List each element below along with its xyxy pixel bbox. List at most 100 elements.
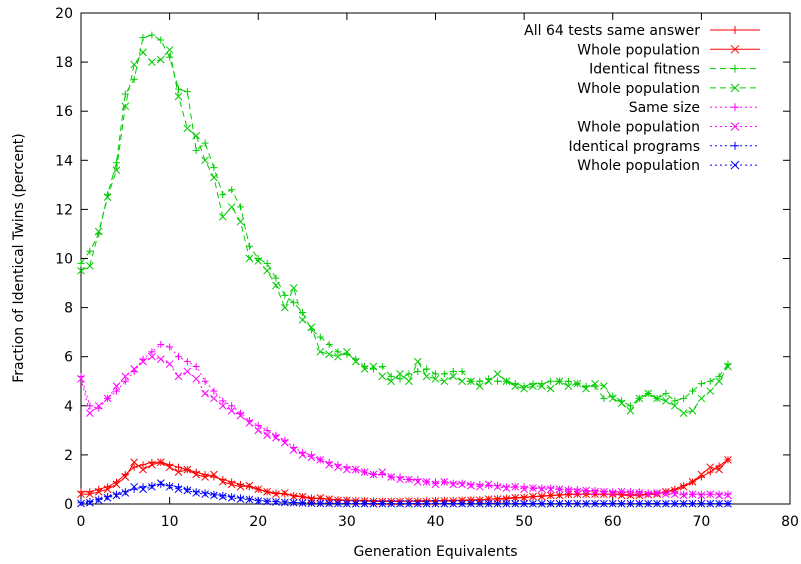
data-point (112, 491, 121, 500)
data-point-marker (94, 496, 103, 505)
data-point (192, 489, 201, 497)
data-point-marker (529, 484, 537, 492)
data-point (316, 499, 325, 508)
data-point (546, 485, 555, 494)
data-point (449, 499, 458, 508)
data-point-marker (254, 497, 263, 505)
data-point (139, 465, 147, 474)
data-point (458, 480, 466, 489)
data-point (440, 370, 448, 378)
data-point (218, 492, 227, 501)
data-point (130, 463, 138, 471)
legend-entry: Identical fitness (589, 62, 760, 78)
data-point (546, 499, 555, 508)
data-point-marker (573, 487, 582, 496)
y-tick-label: 12 (55, 202, 73, 218)
data-point-marker (697, 499, 706, 508)
data-point (537, 485, 546, 494)
data-point (139, 485, 147, 494)
data-point (697, 394, 706, 403)
data-point-marker (245, 495, 254, 504)
data-point (139, 48, 147, 57)
data-point (396, 375, 404, 383)
data-point-marker (564, 490, 573, 499)
data-point (165, 360, 174, 368)
data-point (387, 377, 396, 386)
data-point-marker (475, 482, 484, 491)
data-point (334, 463, 342, 472)
data-point (148, 31, 156, 39)
data-point (511, 382, 520, 391)
x-tick-labels: 0 10 20 30 40 50 60 70 80 (77, 514, 799, 530)
data-point (715, 377, 723, 386)
data-point-marker (236, 495, 245, 503)
data-point-marker (440, 377, 449, 386)
data-point-marker (511, 499, 520, 508)
data-point (201, 377, 209, 385)
data-point (192, 374, 201, 383)
data-point (538, 484, 546, 492)
data-point-marker (325, 350, 334, 359)
data-point (351, 499, 360, 508)
data-point (228, 402, 236, 410)
data-point-marker (520, 494, 528, 502)
data-point (449, 372, 458, 381)
data-point-marker (360, 499, 369, 508)
data-point-marker (730, 44, 740, 54)
data-point-marker (165, 463, 174, 472)
legend-label: Same size (629, 100, 700, 116)
data-point-marker (254, 485, 263, 494)
data-point (662, 397, 670, 405)
data-point-marker (174, 92, 183, 101)
data-point-marker (236, 411, 245, 420)
data-point-marker (174, 468, 183, 476)
data-point (617, 499, 626, 508)
data-point (697, 491, 706, 500)
data-point (591, 490, 599, 499)
data-point-marker (608, 499, 617, 508)
data-point-marker (77, 374, 85, 383)
data-point (86, 262, 94, 270)
data-point (86, 402, 94, 410)
data-point (156, 355, 165, 364)
data-point (387, 473, 396, 481)
x-tick-label: 50 (515, 514, 533, 530)
data-point (174, 468, 183, 476)
data-point (272, 498, 280, 506)
data-point-marker (475, 382, 484, 391)
legend: All 64 tests same answer Whole population… (524, 23, 760, 174)
data-point-marker (263, 497, 271, 506)
legend-entry: Whole population (577, 42, 760, 58)
data-point-marker (564, 382, 573, 391)
data-point (192, 146, 200, 154)
data-point-marker (201, 156, 209, 165)
data-point-marker (236, 482, 245, 491)
data-point-marker (422, 478, 431, 486)
data-point (192, 131, 201, 140)
data-point (174, 485, 183, 494)
x-tick-label: 40 (427, 514, 445, 530)
data-point-marker (280, 438, 289, 447)
data-point (644, 389, 653, 398)
data-point-marker (529, 492, 537, 501)
data-point (218, 212, 227, 221)
data-point (679, 482, 688, 491)
data-point (360, 499, 369, 508)
data-point (174, 92, 183, 101)
data-point (387, 499, 396, 508)
data-point (236, 495, 245, 503)
data-point (467, 480, 475, 488)
data-point (467, 377, 475, 386)
data-point (653, 489, 661, 497)
data-point (307, 323, 316, 332)
data-point-marker (724, 491, 732, 500)
data-point (715, 465, 723, 474)
data-point (245, 254, 254, 263)
data-point (103, 394, 112, 403)
y-tick-label: 2 (64, 448, 73, 464)
data-point-marker (582, 384, 591, 393)
data-point (671, 489, 679, 497)
data-point (591, 379, 599, 388)
data-point (520, 485, 528, 494)
data-point-marker (422, 372, 431, 381)
